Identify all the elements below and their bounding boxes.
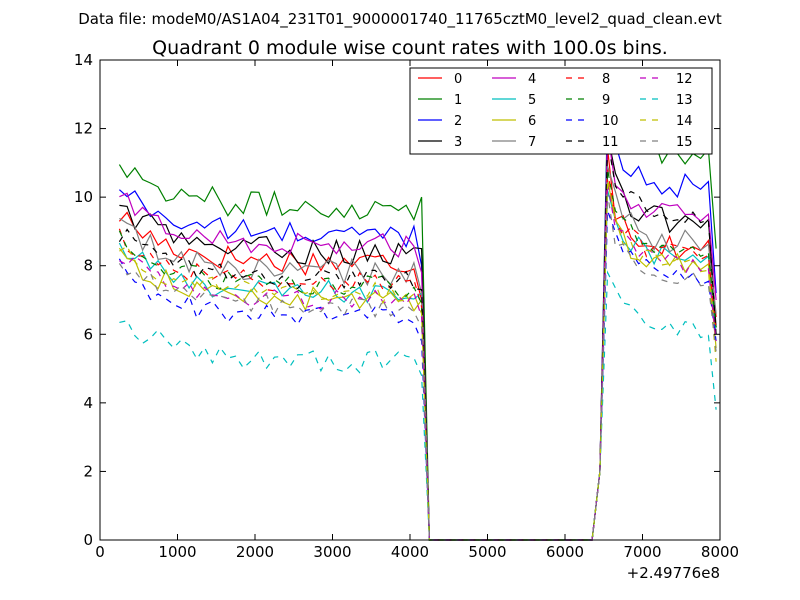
chart-title: Quadrant 0 module wise count rates with … — [152, 37, 668, 59]
legend-label-0: 0 — [454, 72, 462, 87]
figure-suptitle: Data file: modeM0/AS1A04_231T01_90000017… — [78, 10, 722, 29]
series-line-8 — [118, 169, 717, 541]
y-tick-label: 6 — [83, 325, 93, 343]
y-tick-label: 2 — [83, 462, 93, 480]
series-line-3 — [119, 135, 717, 541]
series-line-10 — [118, 210, 717, 541]
legend-label-8: 8 — [602, 72, 610, 87]
y-tick-label: 4 — [83, 394, 93, 412]
legend-label-15: 15 — [676, 135, 693, 150]
series-line-4 — [119, 131, 717, 541]
x-tick-label: 5000 — [468, 543, 506, 561]
legend-label-13: 13 — [676, 93, 693, 108]
x-tick-label: 8000 — [701, 543, 739, 561]
legend-label-5: 5 — [528, 93, 536, 108]
x-tick-label: 7000 — [623, 543, 661, 561]
legend-box — [409, 67, 713, 155]
y-tick-label: 0 — [83, 531, 93, 549]
legend-label-14: 14 — [676, 114, 693, 129]
legend-label-6: 6 — [528, 114, 536, 129]
series-line-7 — [119, 166, 717, 541]
legend-label-3: 3 — [454, 135, 462, 150]
legend-label-10: 10 — [602, 114, 619, 129]
y-tick-label: 12 — [74, 120, 93, 138]
legend-label-12: 12 — [676, 72, 693, 87]
legend-label-4: 4 — [528, 72, 536, 87]
series-line-9 — [118, 169, 717, 541]
series-line-14 — [119, 179, 717, 541]
series-layer — [118, 104, 717, 541]
legend-label-7: 7 — [528, 135, 536, 150]
y-tick-label: 8 — [83, 257, 93, 275]
legend-label-2: 2 — [454, 114, 462, 129]
legend-label-1: 1 — [454, 93, 462, 108]
x-tick-label: 6000 — [546, 543, 584, 561]
x-tick-label: 2000 — [236, 543, 274, 561]
x-tick-label: 4000 — [391, 543, 429, 561]
x-tick-label: 3000 — [313, 543, 351, 561]
x-offset-label: +2.49776e8 — [627, 564, 720, 582]
legend-label-9: 9 — [602, 93, 610, 108]
series-line-13 — [119, 270, 717, 541]
axes-layer: 0 1000 2000 3000 4000 5000 6000 7000 80000246810… — [74, 51, 739, 561]
legend-label-11: 11 — [602, 135, 619, 150]
series-line-2 — [118, 114, 717, 541]
y-tick-label: 14 — [74, 51, 93, 69]
x-tick-label: 0 — [95, 543, 105, 561]
series-line-11 — [118, 138, 717, 541]
x-tick-label: 1000 — [158, 543, 196, 561]
series-line-0 — [118, 149, 717, 541]
series-line-6 — [118, 179, 717, 541]
series-line-15 — [118, 193, 717, 541]
series-line-12 — [119, 183, 717, 541]
y-tick-label: 10 — [74, 188, 93, 206]
